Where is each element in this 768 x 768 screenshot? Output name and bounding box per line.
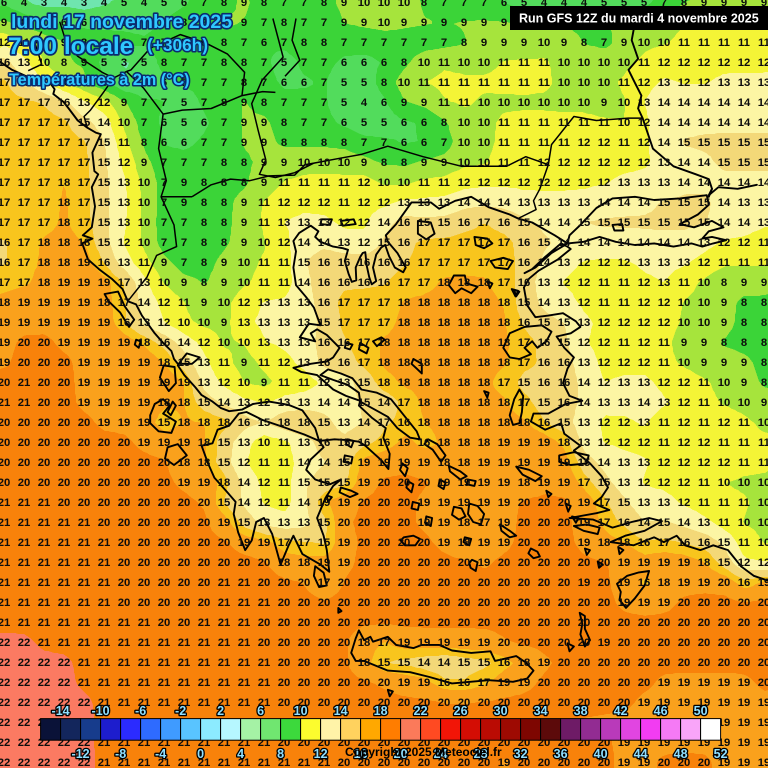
svg-text:Températures à 2m (°C): Températures à 2m (°C) xyxy=(9,71,190,89)
svg-text:16: 16 xyxy=(354,747,368,761)
svg-text:22: 22 xyxy=(414,704,428,718)
svg-text:-6: -6 xyxy=(135,704,146,718)
svg-text:-14: -14 xyxy=(52,704,70,718)
svg-text:Copyright 2025 Meteociel.fr: Copyright 2025 Meteociel.fr xyxy=(345,745,502,759)
svg-text:24: 24 xyxy=(434,747,448,761)
svg-text:8: 8 xyxy=(277,747,284,761)
svg-text:lundi 17 novembre 2025: lundi 17 novembre 2025 xyxy=(11,11,232,33)
svg-text:12: 12 xyxy=(314,747,328,761)
svg-text:0: 0 xyxy=(197,747,204,761)
svg-text:18: 18 xyxy=(374,704,388,718)
svg-text:-2: -2 xyxy=(175,704,186,718)
svg-text:Run GFS 12Z du mardi 4 novembr: Run GFS 12Z du mardi 4 novembre 2025 xyxy=(519,12,759,26)
svg-text:6: 6 xyxy=(257,704,264,718)
svg-text:14: 14 xyxy=(334,704,348,718)
svg-text:-8: -8 xyxy=(115,747,126,761)
svg-text:7:00 locale: 7:00 locale xyxy=(8,33,133,60)
svg-text:10: 10 xyxy=(294,704,308,718)
svg-text:20: 20 xyxy=(394,747,408,761)
svg-text:52: 52 xyxy=(714,747,728,761)
svg-text:-12: -12 xyxy=(72,747,90,761)
svg-text:4: 4 xyxy=(237,747,244,761)
svg-text:44: 44 xyxy=(634,747,648,761)
svg-text:30: 30 xyxy=(494,704,508,718)
svg-text:40: 40 xyxy=(594,747,608,761)
svg-text:(+306h): (+306h) xyxy=(147,35,208,55)
svg-text:36: 36 xyxy=(554,747,568,761)
svg-text:32: 32 xyxy=(514,747,528,761)
svg-text:48: 48 xyxy=(674,747,688,761)
svg-text:2: 2 xyxy=(217,704,224,718)
svg-text:26: 26 xyxy=(454,704,468,718)
svg-text:38: 38 xyxy=(574,704,588,718)
svg-text:46: 46 xyxy=(654,704,668,718)
svg-text:42: 42 xyxy=(614,704,628,718)
svg-text:-4: -4 xyxy=(155,747,166,761)
svg-text:28: 28 xyxy=(474,747,488,761)
svg-text:34: 34 xyxy=(534,704,548,718)
svg-text:-10: -10 xyxy=(92,704,110,718)
svg-text:50: 50 xyxy=(694,704,708,718)
